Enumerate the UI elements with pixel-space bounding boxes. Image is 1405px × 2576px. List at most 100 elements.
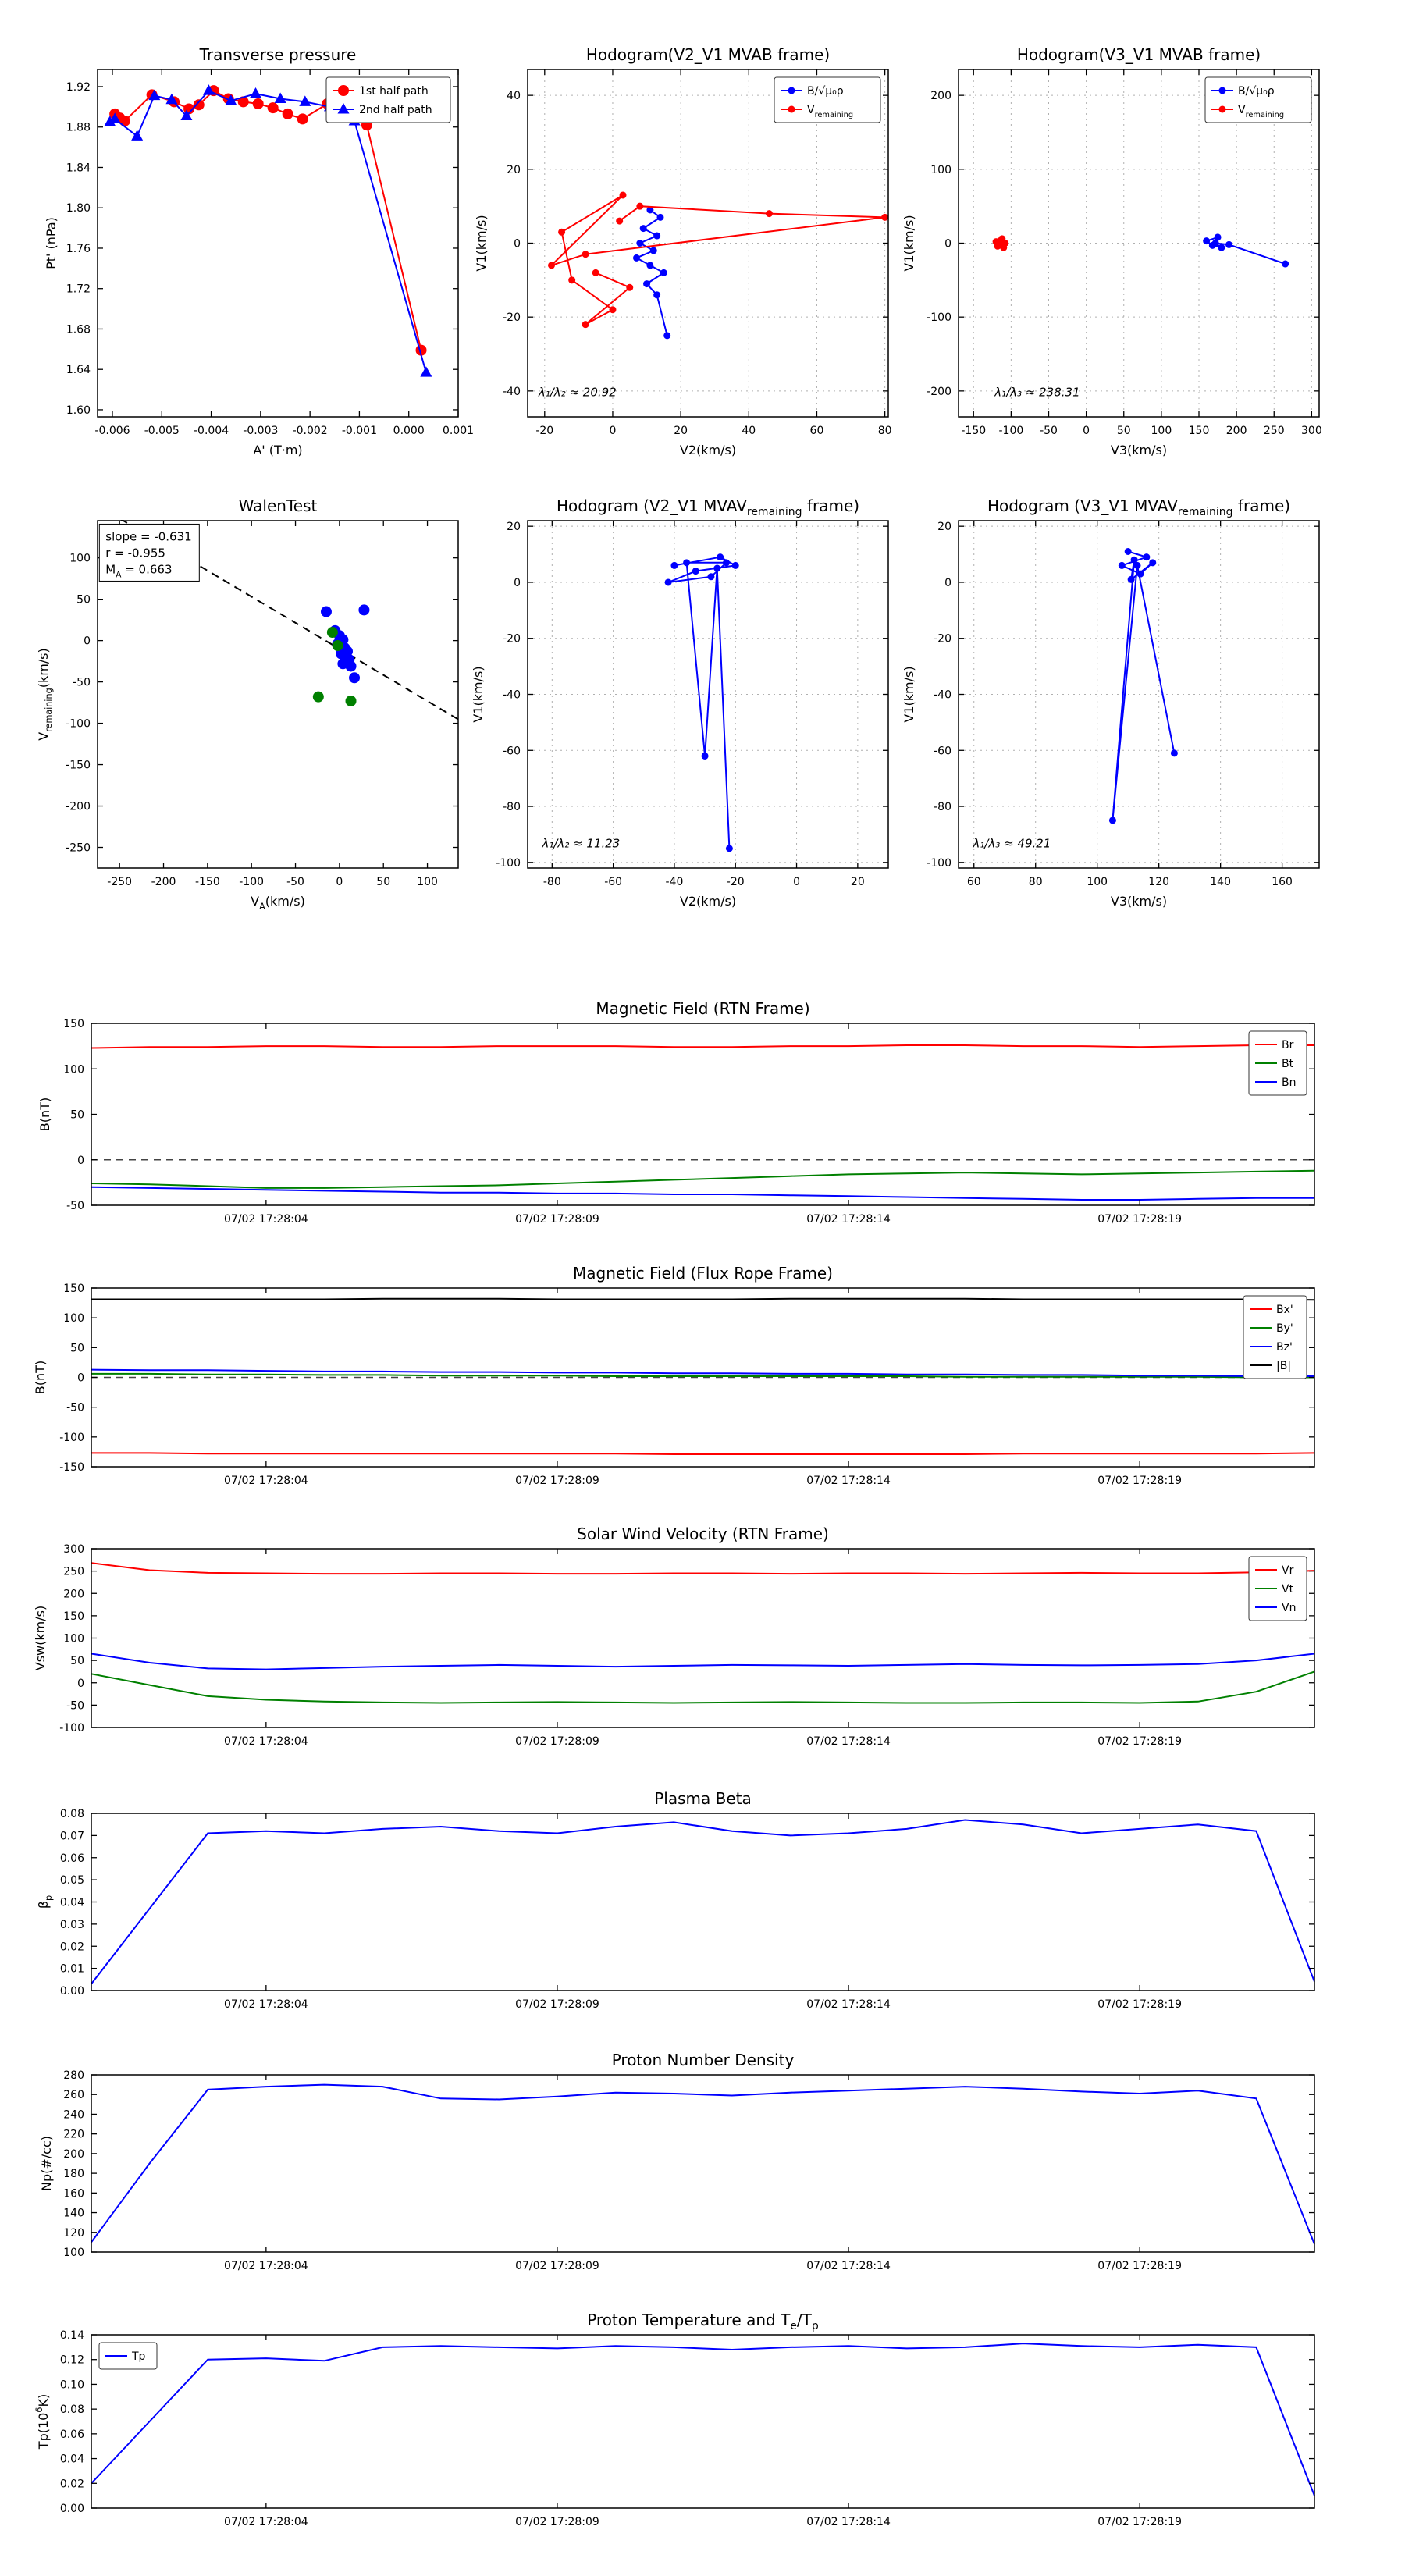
chart-svg: 60 80 100 120 140 160 -100 -80 -60 -40 -20 0 20 Hodog… <box>902 496 1320 909</box>
svg-text:140: 140 <box>1210 876 1231 888</box>
svg-text:50: 50 <box>70 1655 84 1667</box>
svg-text:0.08: 0.08 <box>60 1808 84 1820</box>
svg-text:150: 150 <box>1189 425 1210 437</box>
svg-text:1.76: 1.76 <box>66 243 91 255</box>
svg-text:Vr: Vr <box>1282 1564 1294 1577</box>
svg-text:100: 100 <box>417 876 438 888</box>
svg-text:100: 100 <box>63 1063 84 1076</box>
y-axis-label: Pt' (nPa) <box>44 217 59 269</box>
series-Vt <box>91 1670 1315 1704</box>
ticks: 07/02 17:28:04 07/02 17:28:09 07/02 17:28:… <box>63 1018 1314 1226</box>
svg-text:0: 0 <box>77 1155 84 1167</box>
svg-text:B/√μ₀ρ: B/√μ₀ρ <box>807 85 844 98</box>
svg-text:1.68: 1.68 <box>66 323 91 336</box>
svg-text:-50: -50 <box>1040 425 1058 437</box>
svg-text:0: 0 <box>1083 425 1090 437</box>
svg-text:07/02 17:28:14: 07/02 17:28:14 <box>806 1475 891 1487</box>
series-By' <box>91 1372 1314 1379</box>
ticks: 07/02 17:28:04 07/02 17:28:09 07/02 17:28:… <box>59 1283 1314 1487</box>
svg-text:1st half path: 1st half path <box>359 85 429 98</box>
svg-text:|B|: |B| <box>1276 1360 1291 1372</box>
svg-text:Vremaining: Vremaining <box>807 104 853 119</box>
y-axis-label: V1(km/s) <box>471 666 486 722</box>
svg-text:0: 0 <box>610 425 617 437</box>
svg-text:1.60: 1.60 <box>66 404 91 417</box>
series-B/√μ₀ρ <box>1203 233 1289 268</box>
svg-text:By': By' <box>1276 1322 1293 1335</box>
chart-hodogram-v2v1-mvab: -20 0 20 40 60 80 -40 -20 0 20 40 Hodogram(V2_V1 MV… <box>474 45 892 457</box>
svg-text:0.00: 0.00 <box>60 2503 84 2515</box>
chart-title: Magnetic Field (Flux Rope Frame) <box>573 1264 833 1283</box>
chart-title: Magnetic Field (RTN Frame) <box>596 999 809 1018</box>
legend: 1st half path 2nd half path <box>325 76 451 123</box>
chart-plasma-beta: 07/02 17:28:04 07/02 17:28:09 07/02 17:28:… <box>36 1789 1315 2011</box>
svg-text:-0.003: -0.003 <box>243 425 278 437</box>
legend: Vr Vt Vn <box>1248 1556 1307 1621</box>
svg-text:-20: -20 <box>503 311 521 324</box>
y-axis-label: B(nT) <box>37 1098 52 1131</box>
svg-text:50: 50 <box>1117 425 1131 437</box>
svg-text:0: 0 <box>944 238 951 251</box>
svg-text:150: 150 <box>63 1018 84 1030</box>
x-axis-label: V2(km/s) <box>680 443 736 457</box>
series-group <box>664 553 739 852</box>
svg-text:07/02 17:28:19: 07/02 17:28:19 <box>1097 1475 1182 1487</box>
chart-solar-wind-velocity: 07/02 17:28:04 07/02 17:28:09 07/02 17:28:… <box>33 1525 1315 1748</box>
chart-title: Hodogram (V3_V1 MVAVremaining frame) <box>987 496 1290 518</box>
svg-text:250: 250 <box>63 1566 84 1578</box>
svg-text:1.84: 1.84 <box>66 162 91 174</box>
series-2 <box>312 627 357 706</box>
svg-text:20: 20 <box>851 876 865 888</box>
series-|B| <box>91 1297 1315 1301</box>
svg-text:0: 0 <box>944 577 951 589</box>
chart-title: Proton Temperature and Te/Tp <box>587 2311 819 2332</box>
svg-text:-40: -40 <box>665 876 683 888</box>
svg-text:120: 120 <box>1148 876 1169 888</box>
svg-text:-150: -150 <box>59 1461 84 1474</box>
svg-text:80: 80 <box>878 425 892 437</box>
svg-text:-50: -50 <box>66 1200 84 1212</box>
svg-text:07/02 17:28:09: 07/02 17:28:09 <box>515 2516 599 2528</box>
chart-title: WalenTest <box>239 496 318 515</box>
svg-text:07/02 17:28:09: 07/02 17:28:09 <box>515 2260 599 2272</box>
svg-text:150: 150 <box>63 1283 84 1295</box>
y-axis-label: B(nT) <box>33 1361 48 1394</box>
series-group <box>91 1297 1315 1455</box>
chart-svg: -250 -200 -150 -100 -50 0 50 100 -250 -200 -150 -10… <box>36 496 459 912</box>
svg-text:0: 0 <box>77 1678 84 1690</box>
svg-text:-100: -100 <box>998 425 1023 437</box>
svg-text:-80: -80 <box>934 801 951 813</box>
svg-text:-40: -40 <box>503 386 521 398</box>
svg-text:-60: -60 <box>934 745 951 757</box>
svg-text:40: 40 <box>507 90 521 102</box>
svg-text:07/02 17:28:14: 07/02 17:28:14 <box>806 2260 891 2272</box>
chart-svg: 07/02 17:28:04 07/02 17:28:09 07/02 17:28:… <box>39 2051 1315 2272</box>
svg-text:slope = -0.631: slope = -0.631 <box>105 529 191 543</box>
svg-text:300: 300 <box>1301 425 1322 437</box>
svg-text:0.001: 0.001 <box>443 425 474 437</box>
svg-text:Bx': Bx' <box>1276 1304 1293 1316</box>
y-axis-label: Vremaining(km/s) <box>36 648 54 741</box>
svg-text:-0.001: -0.001 <box>342 425 377 437</box>
svg-text:1.88: 1.88 <box>66 122 91 134</box>
svg-text:r = -0.955: r = -0.955 <box>105 546 165 560</box>
svg-text:0.05: 0.05 <box>60 1874 84 1887</box>
chart-svg: -150 -100 -50 0 50 100 150 200 250 300 -200 -100 0 10… <box>902 45 1322 457</box>
chart-svg: 07/02 17:28:04 07/02 17:28:09 07/02 17:28:… <box>37 999 1315 1226</box>
chart-proton-temperature: 07/02 17:28:04 07/02 17:28:09 07/02 17:28:… <box>34 2311 1315 2528</box>
ticks: -0.006 -0.005 -0.004 -0.003 -0.002 -0.001 0.00… <box>66 69 474 437</box>
svg-text:-100: -100 <box>239 876 264 888</box>
chart-title: Plasma Beta <box>654 1789 752 1808</box>
svg-text:100: 100 <box>930 164 951 176</box>
svg-text:-200: -200 <box>151 876 176 888</box>
svg-text:100: 100 <box>1087 876 1108 888</box>
svg-text:0.01: 0.01 <box>60 1963 84 1976</box>
svg-text:20: 20 <box>507 164 521 176</box>
svg-text:-50: -50 <box>66 1699 84 1712</box>
legend: B/√μ₀ρ Vremaining <box>774 76 881 123</box>
svg-text:0.10: 0.10 <box>60 2379 84 2391</box>
y-axis-label: V1(km/s) <box>902 666 916 722</box>
chart-svg: -80 -60 -40 -20 0 20 -100 -80 -60 -40 -20 0 20 Hodogr… <box>471 496 889 909</box>
series-group <box>91 1562 1315 1704</box>
series-Br <box>91 1044 1314 1049</box>
